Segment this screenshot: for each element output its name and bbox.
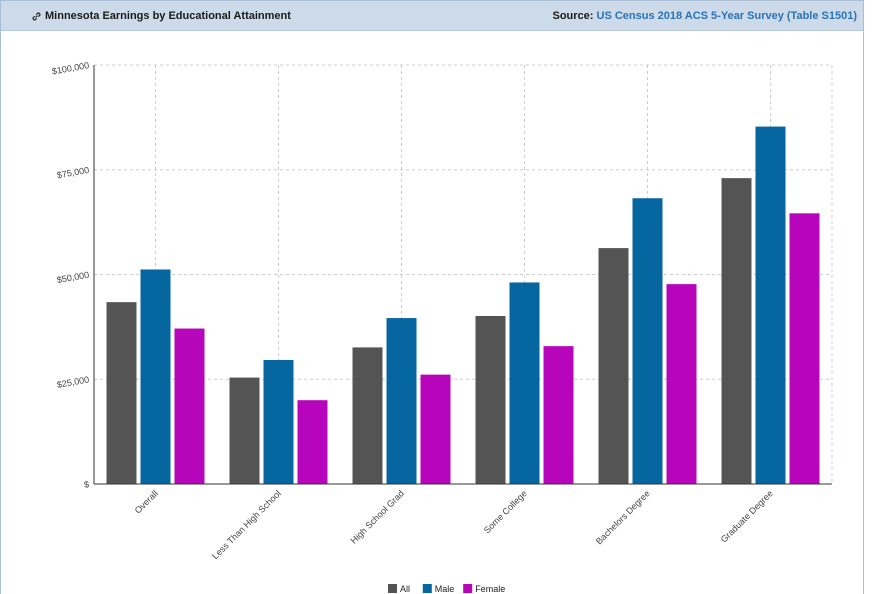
x-tick-label: Bachelors Degree [594,488,652,546]
x-tick-label: Less Than High School [210,488,283,561]
legend-label-all[interactable]: All [400,584,410,594]
bar-all-5[interactable] [721,178,752,484]
bar-male-1[interactable] [263,359,294,484]
bars [106,126,820,485]
source-line: Source: US Census 2018 ACS 5-Year Survey… [553,10,858,22]
bar-all-2[interactable] [352,347,383,484]
x-tick-label: Graduate Degree [719,488,775,544]
bar-all-3[interactable] [475,315,506,484]
bar-all-4[interactable] [598,248,629,484]
legend-swatch-female[interactable] [463,584,473,593]
bar-all-1[interactable] [229,377,260,484]
y-tick-label: $ [83,479,90,490]
legend-swatch-all[interactable] [388,584,397,593]
legend: All Male Female [388,584,505,594]
bar-female-5[interactable] [789,213,820,485]
y-axis: $ $25,000 $50,000 $75,000 $100,000 [51,60,95,490]
bar-male-0[interactable] [140,269,171,484]
y-tick-label: $100,000 [51,60,90,76]
chart-title-text: Minnesota Earnings by Educational Attain… [45,10,291,22]
source-label: Source: [552,10,594,22]
bar-female-3[interactable] [543,346,574,484]
x-tick-label: Overall [133,488,160,515]
source-link[interactable]: US Census 2018 ACS 5-Year Survey (Table … [596,10,857,22]
panel-header: Minnesota Earnings by Educational Attain… [1,1,863,31]
bar-female-0[interactable] [174,328,205,484]
y-tick-label: $25,000 [56,374,90,389]
chart-title: Minnesota Earnings by Educational Attain… [31,10,291,22]
bar-all-0[interactable] [106,302,137,484]
bar-male-3[interactable] [509,282,540,484]
bar-male-5[interactable] [755,126,786,484]
legend-swatch-male[interactable] [422,584,432,593]
bar-male-2[interactable] [386,318,417,484]
x-tick-label: High School Grad [349,488,406,545]
y-tick-label: $50,000 [56,270,90,285]
legend-label-male[interactable]: Male [435,584,455,594]
bar-female-1[interactable] [297,400,328,484]
bar-male-4[interactable] [632,198,663,484]
x-axis: Overall Less Than High School High School … [94,483,832,561]
y-tick-label: $75,000 [56,165,90,180]
grid [94,64,833,484]
bar-female-2[interactable] [420,374,451,484]
link-icon[interactable] [31,11,42,22]
legend-label-female[interactable]: Female [475,584,505,594]
bar-female-4[interactable] [666,284,697,484]
x-tick-label: Some College [482,488,529,535]
